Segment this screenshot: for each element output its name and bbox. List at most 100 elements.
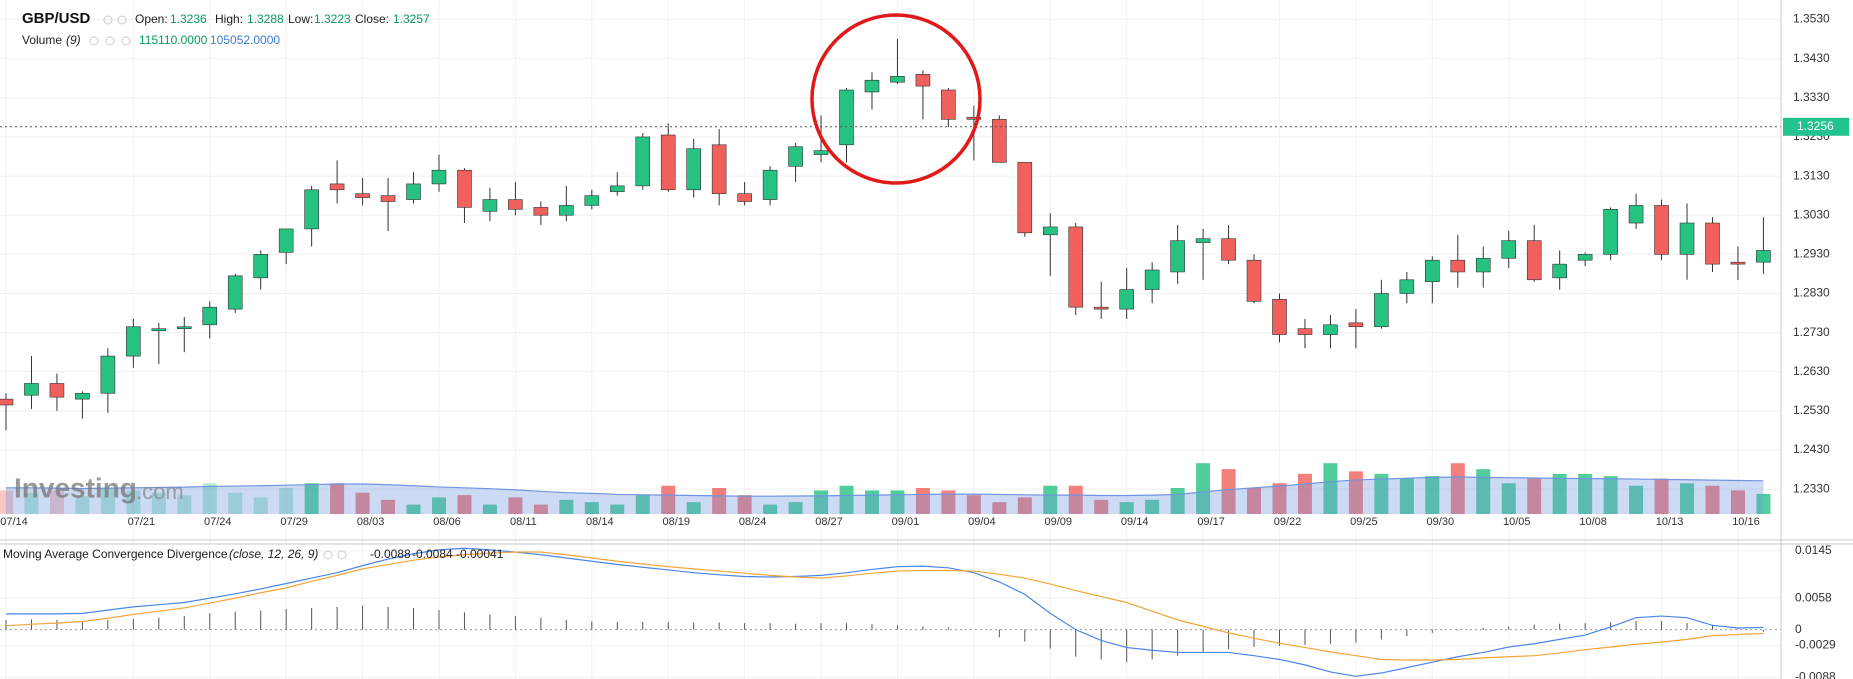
volume-bar bbox=[1680, 483, 1695, 514]
volume-bar bbox=[1068, 485, 1083, 514]
candle-body bbox=[1628, 205, 1644, 224]
candle-body bbox=[864, 79, 880, 93]
x-tick-label: 08/03 bbox=[357, 516, 385, 528]
candle-body bbox=[278, 228, 294, 253]
volume-bar bbox=[1730, 490, 1745, 514]
candle-body bbox=[1654, 205, 1669, 255]
volume-bar bbox=[712, 487, 727, 514]
candle-body bbox=[1170, 240, 1185, 273]
y-tick-label: 1.2630 bbox=[1793, 364, 1830, 378]
candle-body bbox=[457, 169, 472, 208]
x-tick-label: 07/14 bbox=[0, 516, 28, 528]
candle-body bbox=[1526, 240, 1542, 281]
candle-body bbox=[1246, 259, 1262, 302]
x-tick-label: 10/13 bbox=[1656, 516, 1684, 528]
macd-y-tick-label: 0.0145 bbox=[1795, 543, 1832, 557]
candle-body bbox=[1323, 324, 1338, 335]
x-tick-label: 08/11 bbox=[510, 516, 537, 528]
candle-body bbox=[1272, 299, 1287, 335]
candle-body bbox=[533, 207, 549, 216]
volume-bar bbox=[941, 490, 956, 514]
candle-body bbox=[686, 148, 701, 191]
candle-body bbox=[1450, 259, 1466, 273]
volume-bar bbox=[584, 502, 599, 514]
macd-y-tick-label: 0.0058 bbox=[1795, 590, 1832, 604]
candle-body bbox=[253, 254, 268, 279]
volume-bar bbox=[1247, 487, 1262, 514]
candle-body bbox=[711, 144, 727, 194]
macd-params: (close, 12, 26, 9) bbox=[229, 547, 318, 561]
candle-body bbox=[635, 136, 651, 187]
volume-bar bbox=[228, 492, 243, 514]
candle-body bbox=[966, 117, 982, 120]
candle-body bbox=[1577, 254, 1593, 261]
candle-body bbox=[609, 185, 625, 193]
candle-body bbox=[1093, 306, 1109, 310]
last-price-label: 1.3256 bbox=[1797, 119, 1834, 133]
x-tick-label: 09/14 bbox=[1121, 516, 1149, 528]
volume-ma-line bbox=[6, 476, 1764, 497]
candle-body bbox=[813, 150, 829, 155]
volume-bar bbox=[839, 485, 854, 514]
candle-layer bbox=[0, 39, 1781, 431]
candle-body bbox=[329, 183, 345, 191]
candle-body bbox=[890, 76, 905, 83]
volume-layer bbox=[0, 463, 1771, 514]
settings-icon[interactable] bbox=[105, 36, 115, 46]
y-tick-label: 1.3530 bbox=[1793, 12, 1830, 26]
readout-label: High: bbox=[215, 12, 243, 26]
candle-body bbox=[737, 193, 752, 202]
volume-bar bbox=[533, 504, 548, 514]
volume-bar bbox=[24, 492, 39, 514]
candle-body bbox=[49, 383, 65, 398]
volume-bar bbox=[1756, 493, 1771, 514]
x-tick-label: 09/04 bbox=[968, 516, 996, 528]
y-tick-label: 1.2930 bbox=[1793, 247, 1830, 261]
volume-bar bbox=[661, 485, 676, 514]
eye-icon[interactable] bbox=[103, 15, 113, 25]
volume-bar bbox=[1374, 473, 1389, 514]
settings-icon[interactable] bbox=[337, 550, 347, 560]
close-icon[interactable] bbox=[121, 36, 131, 46]
volume-bar bbox=[864, 490, 879, 514]
volume-bar bbox=[508, 497, 523, 514]
volume-bar bbox=[381, 499, 396, 514]
x-tick-label: 10/16 bbox=[1732, 516, 1760, 528]
settings-icon[interactable] bbox=[117, 15, 127, 25]
candle-body bbox=[355, 193, 370, 198]
volume-bar bbox=[253, 497, 268, 514]
eye-icon[interactable] bbox=[323, 550, 333, 560]
x-tick-label: 07/21 bbox=[128, 516, 156, 528]
y-tick-label: 1.3130 bbox=[1793, 168, 1830, 182]
macd-title: Moving Average Convergence Divergence bbox=[3, 547, 228, 561]
candle-body bbox=[1068, 226, 1084, 308]
watermark-suffix: .com bbox=[136, 479, 184, 504]
candle-body bbox=[1144, 269, 1160, 290]
volume-bar bbox=[49, 490, 64, 514]
x-tick-label: 09/17 bbox=[1197, 516, 1225, 528]
volume-bar bbox=[635, 495, 650, 514]
candle-body bbox=[1475, 257, 1491, 273]
volume-readout: 115110.0000 bbox=[139, 33, 208, 47]
candle-body bbox=[1603, 209, 1618, 255]
y-tick-label: 1.2730 bbox=[1793, 325, 1830, 339]
y-tick-label: 1.2330 bbox=[1793, 481, 1830, 495]
candle-body bbox=[0, 398, 14, 406]
eye-icon[interactable] bbox=[89, 36, 99, 46]
candle-body bbox=[151, 328, 167, 331]
candle-body bbox=[1679, 222, 1695, 255]
volume-bar bbox=[1399, 478, 1414, 514]
volume-bar bbox=[1654, 478, 1669, 514]
candle-body bbox=[992, 119, 1007, 163]
volume-bar bbox=[686, 502, 701, 514]
volume-bar bbox=[1476, 469, 1491, 514]
candle-body bbox=[304, 189, 319, 230]
x-tick-label: 08/24 bbox=[739, 516, 767, 528]
candle-body bbox=[431, 169, 447, 185]
symbol-title: GBP/USD bbox=[22, 10, 91, 27]
candle-body bbox=[1348, 322, 1364, 328]
volume-bar bbox=[1501, 483, 1516, 514]
axis-layer: 1.35301.34301.33301.32301.31301.30301.29… bbox=[0, 12, 1849, 679]
volume-bar bbox=[177, 495, 192, 514]
